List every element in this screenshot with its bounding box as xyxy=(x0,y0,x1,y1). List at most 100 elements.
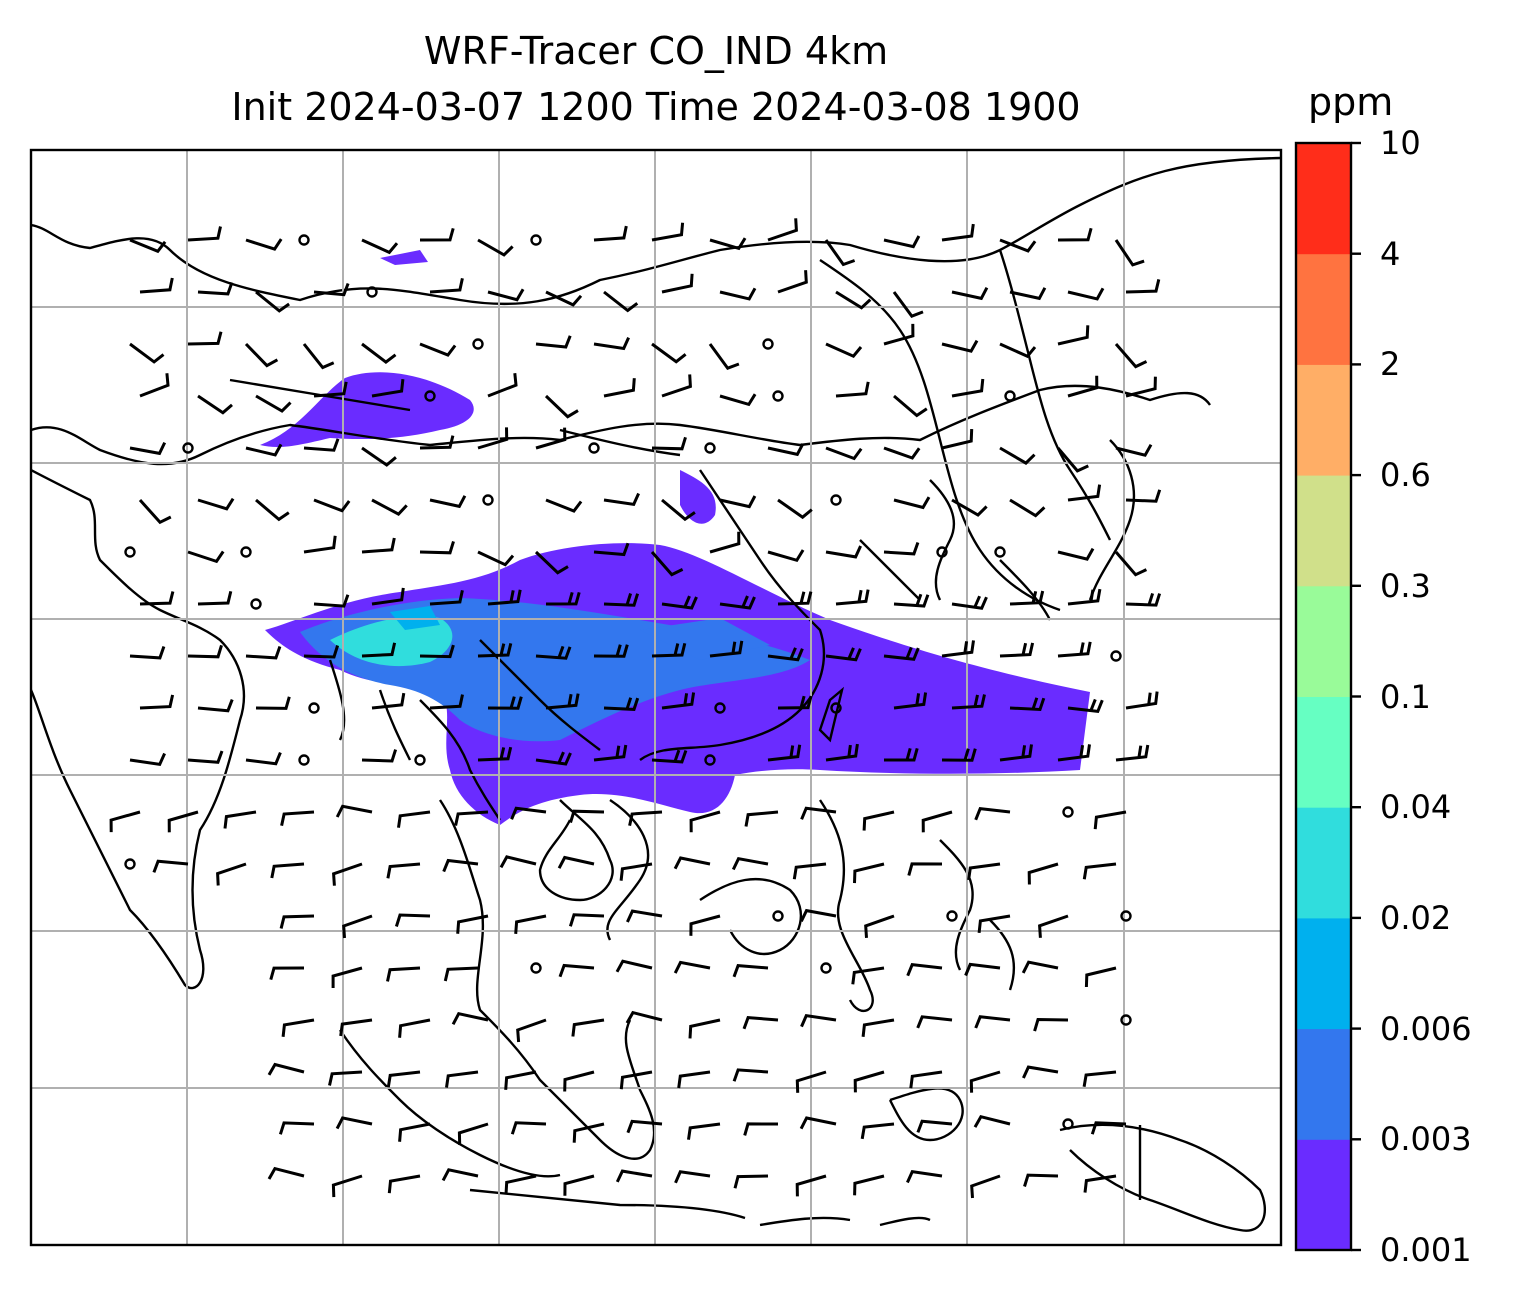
wind-barb xyxy=(443,966,479,982)
wind-barb xyxy=(563,1174,595,1196)
calm-wind-marker xyxy=(298,754,310,766)
colorbar-segment xyxy=(1296,917,1351,1030)
wind-barb xyxy=(619,1070,653,1090)
wind-barb xyxy=(651,642,687,658)
wind-barb xyxy=(557,855,595,869)
wind-barb xyxy=(1115,443,1153,457)
calm-wind-marker xyxy=(946,910,958,922)
calm-wind-marker xyxy=(250,598,262,610)
wind-barb xyxy=(731,857,769,871)
wind-barb xyxy=(335,804,373,818)
wind-barb xyxy=(892,291,924,319)
wind-barb xyxy=(255,290,290,313)
map-frame xyxy=(29,148,1283,1247)
wind-barb xyxy=(1114,343,1148,369)
wind-barb xyxy=(743,1122,779,1136)
wind-barb xyxy=(477,238,514,257)
wind-barb xyxy=(267,1062,305,1076)
wind-barb xyxy=(767,744,802,762)
wind-barb xyxy=(109,810,141,833)
wind-barb xyxy=(851,966,885,985)
wind-barb xyxy=(732,1068,769,1082)
wind-barb xyxy=(139,591,175,606)
wind-barb xyxy=(767,218,798,242)
wind-barb xyxy=(853,1174,885,1196)
wind-barb xyxy=(397,810,431,828)
wind-barb xyxy=(223,810,257,829)
map-title-line2: Init 2024-03-07 1200 Time 2024-03-08 190… xyxy=(231,85,1081,129)
wind-barb xyxy=(129,342,165,364)
plume-mid-east xyxy=(640,618,770,660)
wind-barb xyxy=(504,1070,537,1090)
calm-wind-marker xyxy=(936,546,948,558)
wind-barb xyxy=(419,435,455,450)
plume-north-patch xyxy=(380,250,428,265)
wind-barb xyxy=(569,809,605,824)
wind-barb xyxy=(628,810,663,827)
wind-barb xyxy=(129,238,167,254)
wind-barb xyxy=(398,1122,431,1142)
wind-barb xyxy=(1033,1017,1069,1032)
wind-barb xyxy=(1009,697,1046,712)
wind-barb xyxy=(767,647,804,662)
wind-barb xyxy=(429,589,464,606)
wind-barb xyxy=(1125,489,1162,503)
wind-barb xyxy=(245,443,283,457)
wind-barb xyxy=(1090,1121,1127,1135)
wind-barb xyxy=(615,959,653,973)
gridlines xyxy=(31,150,1281,1245)
wind-barb xyxy=(825,743,859,762)
wind-barb xyxy=(1114,551,1148,577)
calm-wind-marker xyxy=(1062,806,1074,818)
wind-barb xyxy=(799,908,837,923)
wind-barb xyxy=(893,496,931,510)
wind-barb xyxy=(1057,325,1090,346)
wind-barb xyxy=(303,438,340,452)
wind-barb xyxy=(371,498,408,516)
wind-barb xyxy=(883,235,921,249)
colorbar-tick-label: 0.003 xyxy=(1380,1120,1472,1159)
wind-barb xyxy=(603,492,640,507)
wind-barb xyxy=(245,752,282,766)
wind-barb xyxy=(744,810,779,827)
wind-barb xyxy=(278,1121,315,1135)
wind-barb xyxy=(999,642,1035,658)
plume-northeast xyxy=(680,470,716,524)
wind-barb xyxy=(970,1174,1001,1199)
wind-barb xyxy=(626,1119,663,1134)
wind-barb xyxy=(909,1070,943,1089)
wind-barb xyxy=(825,446,863,461)
wind-barb xyxy=(951,498,988,517)
wind-barb xyxy=(893,692,928,710)
wind-barb xyxy=(603,697,640,711)
wind-barb xyxy=(187,750,224,764)
wind-barb xyxy=(302,343,335,370)
wind-barb xyxy=(386,1070,421,1088)
wind-barb xyxy=(361,446,397,467)
wind-barb xyxy=(1022,1065,1059,1079)
wind-barb xyxy=(568,913,605,927)
wind-barb xyxy=(999,744,1033,762)
wind-barb xyxy=(442,858,479,873)
wind-barb xyxy=(419,540,455,555)
wind-barb xyxy=(281,1018,315,1037)
wind-barb xyxy=(1009,590,1045,606)
wind-barb xyxy=(709,237,747,251)
wind-barb xyxy=(487,696,523,710)
wind-barb xyxy=(687,1122,721,1140)
wind-barb xyxy=(419,342,457,357)
wind-barb xyxy=(255,696,291,710)
wind-barb xyxy=(535,751,572,766)
wind-barb xyxy=(1082,1070,1117,1088)
wind-barb xyxy=(371,692,406,710)
calm-wind-marker xyxy=(240,546,252,558)
wind-barb xyxy=(719,287,757,301)
wind-barb xyxy=(800,1013,837,1028)
wind-barb xyxy=(864,914,895,938)
calm-wind-marker xyxy=(762,338,774,350)
wind-barb xyxy=(270,862,305,879)
wind-barb xyxy=(187,644,223,659)
wind-barb xyxy=(197,590,233,606)
wind-barb xyxy=(167,810,199,833)
